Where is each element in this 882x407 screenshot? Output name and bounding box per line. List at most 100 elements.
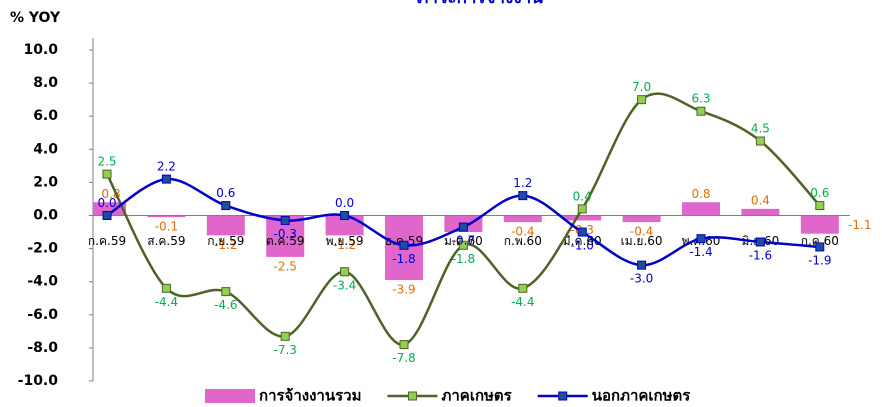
- value-label: -7.3: [273, 343, 296, 357]
- value-label: -4.4: [155, 295, 178, 309]
- y-tick-label: 2.0: [33, 174, 58, 190]
- marker: [399, 240, 409, 250]
- value-label: -1.2: [333, 238, 356, 252]
- x-tick-label: ก.ค.60: [801, 234, 839, 248]
- y-tick-label: -8.0: [27, 340, 58, 356]
- marker: [637, 95, 647, 105]
- bar: [741, 208, 780, 216]
- marker: [637, 260, 647, 270]
- x-tick-label: เม.ย.60: [621, 234, 663, 248]
- legend-marker: [558, 391, 568, 401]
- value-label: -1.1: [848, 218, 871, 232]
- value-label: -0.3: [273, 227, 296, 241]
- value-label: 7.0: [632, 80, 651, 94]
- y-axis-label: % YOY: [10, 10, 61, 26]
- value-label: -7.8: [392, 351, 415, 365]
- bar: [503, 215, 542, 223]
- value-label: -1.2: [214, 238, 237, 252]
- value-label: -1.0: [570, 239, 593, 253]
- bar: [800, 215, 839, 234]
- marker: [696, 106, 706, 116]
- y-tick-label: 4.0: [33, 141, 58, 157]
- x-tick-label: ก.ค.59: [88, 234, 126, 248]
- x-tick-label: พ.ย.59: [326, 234, 364, 248]
- value-label: -2.5: [273, 259, 296, 273]
- x-tick-label: ต.ค.59: [266, 234, 305, 248]
- marker: [340, 267, 350, 277]
- value-label: -1.8: [452, 252, 475, 266]
- marker: [161, 283, 171, 293]
- legend-marker: [407, 391, 417, 401]
- value-label: -0.1: [155, 220, 178, 234]
- marker: [399, 340, 409, 350]
- y-tick-label: -10.0: [18, 373, 59, 389]
- chart-title: ภาวะการจ้างงาน: [417, 0, 543, 8]
- value-label: 6.3: [691, 92, 710, 106]
- marker: [577, 204, 587, 214]
- value-label: -1.8: [392, 252, 415, 266]
- value-label: 0.8: [691, 187, 710, 201]
- value-label: -0.7: [452, 234, 475, 248]
- value-label: -3.0: [630, 272, 653, 286]
- marker: [458, 222, 468, 232]
- bar: [563, 215, 602, 221]
- y-tick-label: -6.0: [27, 307, 58, 323]
- value-label: 2.5: [97, 155, 116, 169]
- y-tick-label: 6.0: [33, 108, 58, 124]
- bar: [206, 215, 245, 236]
- legend-swatch: [205, 389, 255, 403]
- bar: [622, 215, 661, 223]
- x-tick-label: ส.ค.59: [147, 234, 185, 248]
- marker: [280, 331, 290, 341]
- y-tick-label: 10.0: [23, 42, 58, 58]
- x-tick-label: ก.พ.60: [504, 234, 542, 248]
- marker: [755, 237, 765, 247]
- value-label: 0.4: [751, 193, 770, 207]
- value-label: 4.5: [751, 122, 770, 136]
- value-label: 0.4: [573, 189, 592, 203]
- x-tick-label: ก.ย.59: [207, 234, 244, 248]
- y-tick-label: -2.0: [27, 241, 58, 257]
- marker: [518, 283, 528, 293]
- marker: [161, 174, 171, 184]
- y-tick-label: 8.0: [33, 75, 58, 91]
- marker: [755, 136, 765, 146]
- value-label: -1.4: [689, 245, 712, 259]
- value-label: 0.0: [335, 196, 354, 210]
- legend-label: นอกภาคเกษตร: [592, 387, 692, 405]
- value-label: 0.0: [97, 196, 116, 210]
- y-tick-label: 0.0: [33, 208, 58, 224]
- value-label: -3.4: [333, 278, 356, 292]
- legend-label: การจ้างงานรวม: [259, 387, 361, 405]
- marker: [577, 227, 587, 237]
- marker: [221, 201, 231, 211]
- marker: [102, 169, 112, 179]
- marker: [815, 242, 825, 252]
- marker: [696, 234, 706, 244]
- marker: [340, 211, 350, 220]
- value-label: 2.2: [157, 160, 176, 174]
- bar: [147, 215, 186, 218]
- bar: [93, 202, 126, 216]
- value-label: -4.4: [511, 295, 534, 309]
- value-label: -1.6: [749, 248, 772, 262]
- bar: [325, 215, 364, 236]
- value-label: 0.6: [216, 186, 235, 200]
- marker: [221, 287, 231, 297]
- y-tick-label: -4.0: [27, 274, 58, 290]
- marker: [815, 201, 825, 211]
- value-label: -0.4: [511, 225, 534, 239]
- marker: [102, 211, 112, 220]
- legend-label: ภาคเกษตร: [441, 387, 512, 405]
- value-label: -3.9: [392, 283, 415, 297]
- marker: [518, 191, 528, 201]
- marker: [280, 215, 290, 225]
- value-label: -4.6: [214, 298, 237, 312]
- value-label: 0.6: [810, 186, 829, 200]
- bar: [682, 202, 720, 216]
- value-label: 1.2: [513, 176, 532, 190]
- value-label: -1.9: [808, 253, 831, 267]
- value-label: -0.4: [630, 225, 653, 239]
- marker: [458, 240, 468, 250]
